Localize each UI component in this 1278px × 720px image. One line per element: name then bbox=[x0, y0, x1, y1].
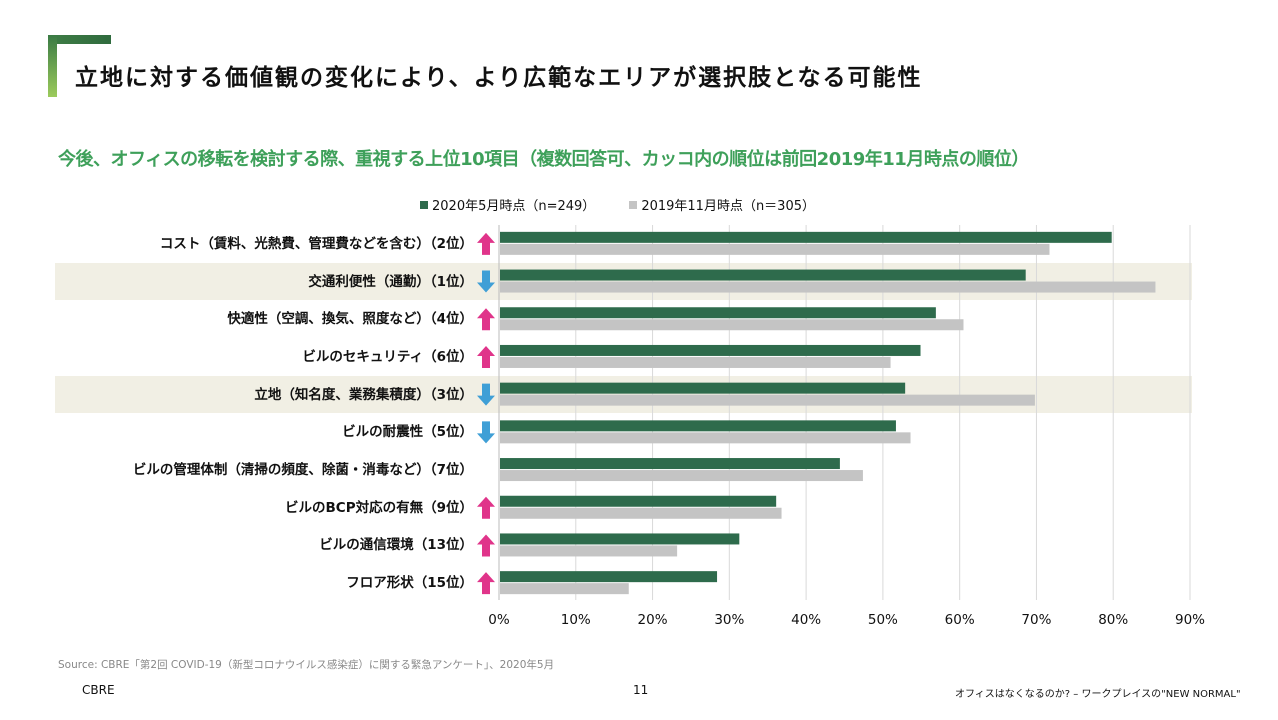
bar-2020 bbox=[500, 231, 1112, 243]
bar-2020 bbox=[500, 269, 1026, 281]
category-label: フロア形状（15位） bbox=[346, 575, 473, 592]
x-tick-label: 0% bbox=[488, 612, 510, 628]
x-tick-label: 40% bbox=[791, 612, 822, 628]
arrow-down-icon bbox=[477, 421, 495, 444]
arrow-up-icon bbox=[477, 308, 495, 331]
category-label: コスト（賃料、光熱費、管理費などを含む）（2位） bbox=[159, 235, 473, 252]
arrow-up-icon bbox=[477, 232, 495, 255]
bar-2020 bbox=[500, 382, 906, 394]
x-tick-label: 20% bbox=[637, 612, 668, 628]
slide-title: 立地に対する価値観の変化により、より広範なエリアが選択肢となる可能性 bbox=[75, 65, 923, 91]
bar-2020 bbox=[500, 533, 740, 545]
page-number: 11 bbox=[633, 683, 649, 697]
footer-title: オフィスはなくなるのか? – ワークプレイスの"NEW NORMAL" bbox=[955, 689, 1241, 700]
arrow-up-icon bbox=[477, 572, 495, 595]
chart-legend: 2020年5月時点（n=249） 2019年11月時点（n＝305） bbox=[420, 195, 815, 214]
title-bracket-bar bbox=[48, 35, 57, 97]
bar-2019 bbox=[500, 545, 678, 557]
legend-label: 2019年11月時点（n＝305） bbox=[641, 199, 815, 214]
bar-2019 bbox=[500, 281, 1156, 293]
category-label: ビルのセキュリティ（6位） bbox=[302, 348, 473, 365]
bar-2020 bbox=[500, 495, 777, 507]
x-tick-label: 30% bbox=[714, 612, 745, 628]
category-label: 交通利便性（通勤）（1位） bbox=[308, 273, 473, 290]
arrow-down-icon bbox=[477, 383, 495, 406]
x-tick-label: 90% bbox=[1174, 612, 1206, 628]
x-tick-label: 80% bbox=[1098, 612, 1129, 628]
source-note: Source: CBRE「第2回 COVID-19（新型コロナウイルス感染症）に… bbox=[58, 659, 555, 671]
arrow-up-icon bbox=[477, 345, 495, 368]
legend-item-2020: 2020年5月時点（n=249） bbox=[420, 195, 595, 214]
category-label: ビルの管理体制（清掃の頻度、除菌・消毒など）（7位） bbox=[132, 462, 473, 479]
legend-swatch bbox=[629, 200, 638, 209]
category-label: ビルの耐震性（5位） bbox=[342, 424, 473, 441]
bar-2019 bbox=[500, 243, 1050, 255]
x-tick-label: 70% bbox=[1021, 612, 1052, 628]
bar-2020 bbox=[500, 458, 840, 470]
arrow-up-icon bbox=[477, 496, 495, 519]
category-label: 立地（知名度、業務集積度）（3位） bbox=[254, 386, 473, 403]
category-label: 快適性（空調、換気、照度など）（4位） bbox=[227, 311, 473, 328]
title-bracket bbox=[48, 35, 111, 44]
bar-2020 bbox=[500, 420, 896, 432]
bar-2019 bbox=[500, 507, 782, 519]
arrow-down-icon bbox=[477, 270, 495, 293]
legend-item-2019: 2019年11月時点（n＝305） bbox=[629, 195, 815, 214]
x-tick-label: 60% bbox=[944, 612, 975, 628]
legend-swatch bbox=[420, 200, 428, 209]
bar-2020 bbox=[500, 344, 921, 356]
bar-2019 bbox=[500, 394, 1035, 406]
chart-subtitle: 今後、オフィスの移転を検討する際、重視する上位10項目（複数回答可、カッコ内の順… bbox=[58, 149, 1029, 170]
legend-label: 2020年5月時点（n=249） bbox=[432, 199, 596, 214]
x-tick-label: 50% bbox=[867, 612, 898, 628]
bar-2020 bbox=[500, 571, 718, 583]
arrow-up-icon bbox=[477, 534, 495, 557]
x-tick-label: 10% bbox=[560, 612, 591, 628]
bar-2019 bbox=[500, 356, 891, 368]
bar-2019 bbox=[500, 319, 964, 331]
footer-brand: CBRE bbox=[82, 683, 115, 697]
bar-2019 bbox=[500, 470, 863, 482]
bar-2020 bbox=[500, 307, 936, 319]
category-label: ビルのBCP対応の有無（9位） bbox=[285, 499, 473, 516]
bar-2019 bbox=[500, 583, 629, 595]
category-label: ビルの通信環境（13位） bbox=[319, 537, 473, 554]
bar-2019 bbox=[500, 432, 911, 444]
